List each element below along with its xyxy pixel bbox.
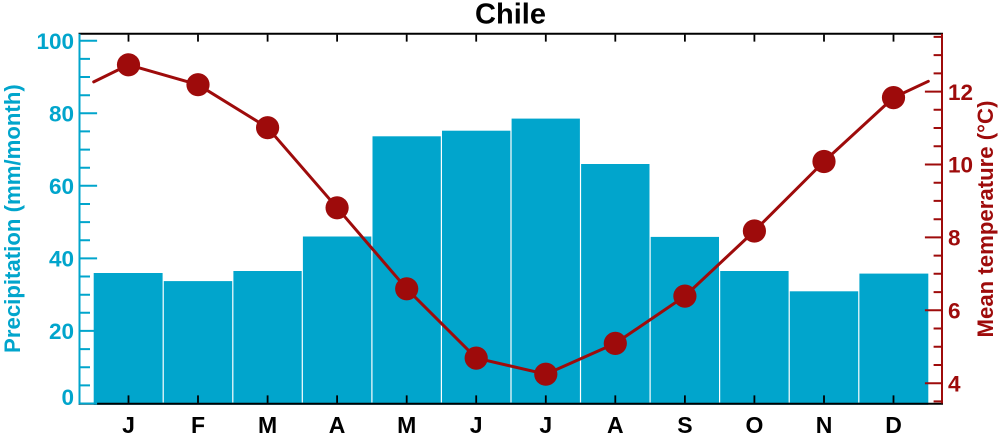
svg-text:S: S <box>677 412 692 435</box>
svg-text:40: 40 <box>49 247 74 272</box>
svg-text:0: 0 <box>61 385 74 410</box>
svg-text:60: 60 <box>49 174 74 199</box>
svg-text:A: A <box>329 412 346 435</box>
svg-text:4: 4 <box>948 371 961 396</box>
svg-text:20: 20 <box>49 319 74 344</box>
svg-text:80: 80 <box>49 102 74 127</box>
svg-text:F: F <box>191 412 205 435</box>
svg-text:Precipitation (mm/month): Precipitation (mm/month) <box>0 84 25 353</box>
svg-text:M: M <box>397 412 416 435</box>
svg-text:M: M <box>258 412 277 435</box>
svg-text:J: J <box>470 412 483 435</box>
svg-text:8: 8 <box>948 226 961 251</box>
svg-text:J: J <box>122 412 135 435</box>
svg-text:A: A <box>607 412 624 435</box>
svg-text:12: 12 <box>948 80 973 105</box>
svg-text:100: 100 <box>36 29 74 54</box>
svg-text:D: D <box>885 412 902 435</box>
svg-text:Mean temperature (°C): Mean temperature (°C) <box>973 101 998 338</box>
svg-text:10: 10 <box>948 153 973 178</box>
svg-text:J: J <box>539 412 552 435</box>
svg-text:6: 6 <box>948 299 961 324</box>
svg-text:Chile: Chile <box>475 0 546 31</box>
svg-text:O: O <box>745 412 763 435</box>
svg-text:N: N <box>816 412 833 435</box>
